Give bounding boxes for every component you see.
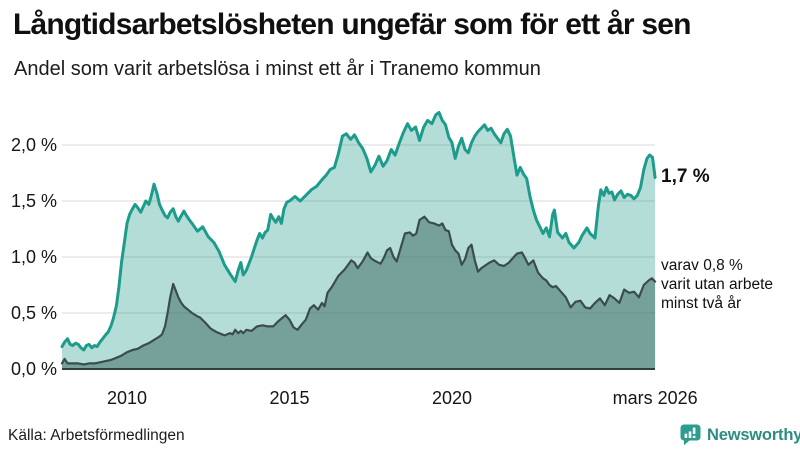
newsworthy-brand-text: Newsworthy (707, 425, 800, 444)
x-axis-tick-label: 2015 (269, 388, 310, 408)
y-axis-tick-label: 0,0 % (10, 359, 57, 379)
x-axis-tick-label: mars 2026 (612, 388, 698, 408)
source-note: Källa: Arbetsförmedlingen (8, 427, 185, 444)
y-axis-tick-label: 2,0 % (10, 135, 57, 155)
newsworthy-bar-chart-icon (680, 424, 701, 446)
newsworthy-brand: Newsworthy (680, 424, 800, 446)
y-axis-tick-label: 1,5 % (10, 191, 57, 211)
y-axis-tick-label: 0,5 % (10, 303, 57, 323)
page-subtitle: Andel som varit arbetslösa i minst ett å… (14, 58, 541, 80)
annotation-secondary-series: varav 0,8 % varit utan arbete minst två … (661, 257, 774, 312)
page-title: Långtidsarbetslösheten ungefär som för e… (13, 8, 691, 41)
x-axis-tick-label: 2020 (431, 388, 473, 408)
x-axis-tick-label: 2010 (106, 388, 148, 408)
y-axis-tick-label: 1,0 % (10, 247, 57, 267)
annotation-latest-value: 1,7 % (661, 166, 710, 187)
